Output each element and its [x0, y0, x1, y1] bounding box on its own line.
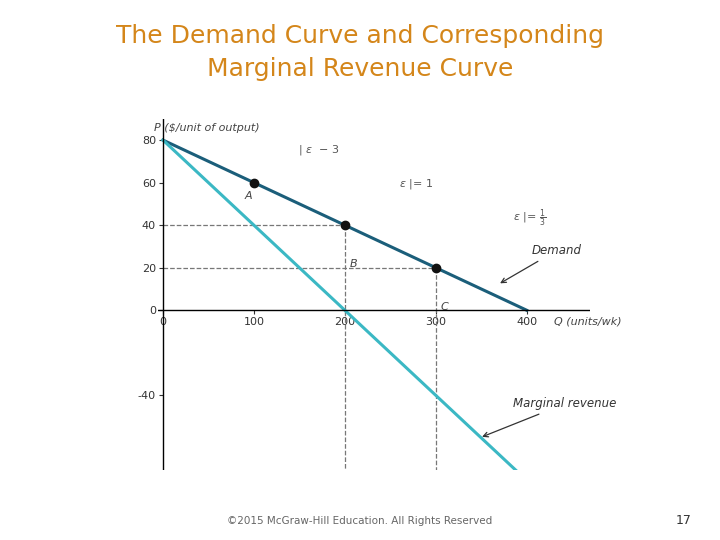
Text: Demand: Demand: [501, 244, 581, 282]
Text: The Demand Curve and Corresponding: The Demand Curve and Corresponding: [116, 24, 604, 48]
Text: $\epsilon$ |= 1: $\epsilon$ |= 1: [400, 177, 433, 191]
Text: $\epsilon$ |= $\frac{1}{3}$: $\epsilon$ |= $\frac{1}{3}$: [513, 208, 546, 230]
Text: A: A: [245, 191, 253, 201]
Text: C: C: [441, 302, 448, 312]
Text: P ($/unit of output): P ($/unit of output): [154, 123, 259, 133]
Text: ©2015 McGraw-Hill Education. All Rights Reserved: ©2015 McGraw-Hill Education. All Rights …: [228, 516, 492, 526]
Text: Marginal revenue: Marginal revenue: [483, 397, 616, 437]
Text: Q (units/wk): Q (units/wk): [554, 316, 621, 327]
Text: Marginal Revenue Curve: Marginal Revenue Curve: [207, 57, 513, 80]
Text: 17: 17: [675, 514, 691, 526]
Text: B: B: [349, 259, 357, 269]
Text: | $\epsilon$  $-$ 3: | $\epsilon$ $-$ 3: [297, 143, 339, 157]
